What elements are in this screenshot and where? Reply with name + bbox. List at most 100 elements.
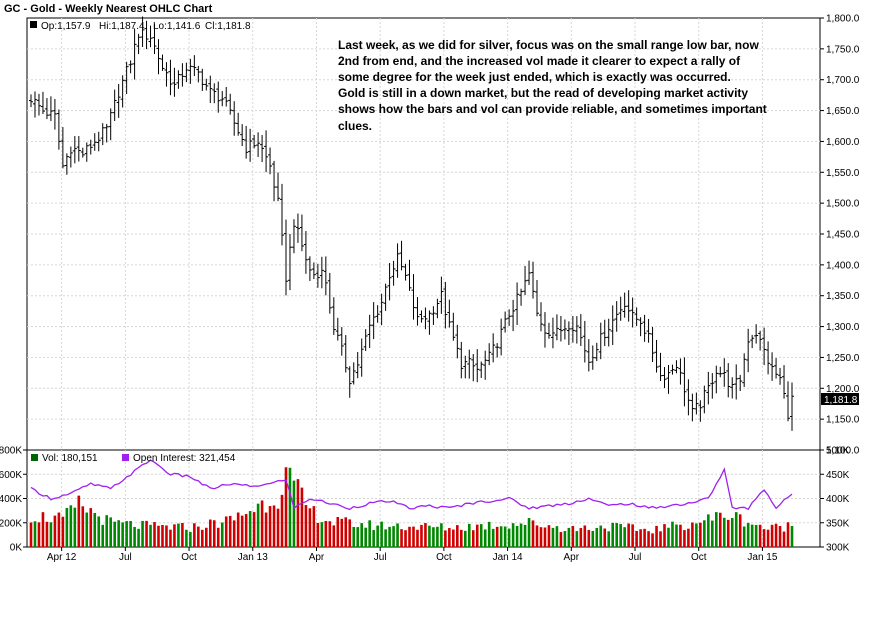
volume-bar <box>527 518 531 547</box>
ohlc-bar <box>52 98 57 130</box>
volume-bar <box>153 522 156 547</box>
ohlc-bar <box>531 261 536 299</box>
ohlc-bar <box>622 292 627 318</box>
ohlc-bar <box>100 123 105 146</box>
volume-bar <box>607 531 611 547</box>
volume-bar <box>615 523 618 547</box>
ohlc-bar <box>272 160 277 202</box>
ohlc-bar <box>108 108 113 141</box>
x-tick-label: Apr <box>309 552 325 563</box>
volume-bar <box>41 512 45 547</box>
x-tick-label: Apr <box>564 552 580 563</box>
ohlc-bar <box>742 353 747 387</box>
volume-bar <box>264 512 268 547</box>
volume-bar <box>631 524 634 547</box>
volume-bar <box>555 526 559 547</box>
volume-bar <box>300 487 304 547</box>
volume-bar <box>396 523 399 547</box>
ohlc-bar <box>315 263 320 288</box>
volume-bar <box>770 524 774 547</box>
ohlc-bar <box>140 16 145 47</box>
ohlc-bar <box>248 128 253 162</box>
ohlc-bar <box>164 62 169 87</box>
volume-bar <box>121 522 124 547</box>
volume-bar <box>149 524 152 547</box>
volume-bar <box>539 527 543 547</box>
volume-bar <box>635 531 638 547</box>
ohlc-bar <box>722 358 727 387</box>
ohlc-bar <box>311 262 316 280</box>
volume-bar <box>766 529 770 547</box>
ohlc-bar <box>204 78 209 91</box>
price-high: Hi:1,187.4 <box>99 21 145 32</box>
volume-bar <box>603 528 607 547</box>
ohlc-bar <box>750 334 755 349</box>
ohlc-bar <box>339 327 344 356</box>
volume-bar <box>360 523 363 547</box>
volume-bar <box>487 521 491 547</box>
ohlc-bar <box>503 311 508 333</box>
ohlc-bar <box>515 282 520 325</box>
volume-bar <box>284 467 288 547</box>
ohlc-bar <box>116 83 121 118</box>
price-y-tick-label: 1,700.0 <box>826 75 860 86</box>
ohlc-bar <box>774 358 779 379</box>
volume-bar <box>675 524 678 547</box>
volume-bar <box>412 526 415 547</box>
volume-y-tick-label: 200K <box>0 518 22 529</box>
volume-bar <box>324 520 328 547</box>
volume-bar <box>571 526 575 547</box>
ohlc-bar <box>283 219 288 296</box>
oi-y-tick-label: 450K <box>826 470 850 481</box>
volume-bar <box>639 529 642 547</box>
volume-bar <box>352 526 356 547</box>
ohlc-bar <box>566 321 571 346</box>
volume-bar <box>77 495 81 547</box>
volume-bar <box>619 524 622 547</box>
ohlc-bar <box>64 153 69 175</box>
ohlc-bar <box>694 392 699 415</box>
ohlc-bar <box>92 133 97 151</box>
volume-bar <box>304 505 308 547</box>
price-y-tick-label: 1,800.0 <box>826 14 860 25</box>
volume-bar <box>595 527 599 547</box>
ohlc-bar <box>299 214 304 252</box>
ohlc-bar <box>491 333 496 363</box>
ohlc-bar <box>144 20 149 50</box>
ohlc-bar <box>786 381 791 422</box>
volume-bar <box>416 529 419 547</box>
ohlc-bar <box>120 75 125 108</box>
volume-bar <box>296 479 300 547</box>
ohlc-bar <box>662 367 667 389</box>
price-y-tick-label: 1,350.0 <box>826 291 860 302</box>
volume-bar <box>687 528 690 547</box>
ohlc-bar <box>495 343 500 358</box>
oi-y-tick-label: 300K <box>826 543 850 554</box>
ohlc-bar <box>487 343 492 366</box>
ohlc-bar <box>758 330 763 351</box>
volume-bar <box>69 505 73 547</box>
ohlc-bar <box>208 75 213 104</box>
volume-bar <box>467 523 471 547</box>
ohlc-bar <box>686 379 691 416</box>
volume-bar <box>523 524 527 547</box>
ohlc-bar <box>507 309 512 326</box>
ohlc-bar <box>327 272 332 314</box>
ohlc-bar <box>654 339 659 373</box>
volume-bar <box>93 512 97 547</box>
volume-bar <box>531 520 535 547</box>
ohlc-bar <box>395 243 400 278</box>
ohlc-bar <box>726 363 731 398</box>
volume-bar <box>312 506 316 547</box>
volume-bar <box>53 515 57 547</box>
ohlc-bar <box>574 316 579 344</box>
ohlc-bar <box>403 263 408 281</box>
ohlc-bar <box>156 39 161 75</box>
ohlc-bar <box>790 382 794 431</box>
volume-bar <box>559 532 563 547</box>
volume-bar <box>404 530 407 547</box>
ohlc-bar <box>303 231 308 274</box>
ohlc-bar <box>618 296 623 321</box>
volume-bar <box>308 508 312 547</box>
ohlc-bar <box>527 260 532 285</box>
